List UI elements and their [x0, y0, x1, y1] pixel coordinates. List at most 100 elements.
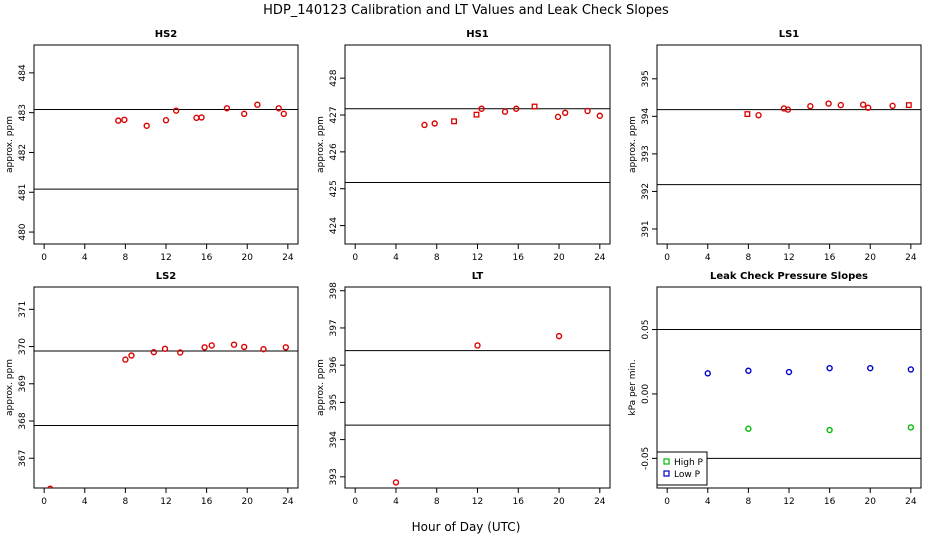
data-point: [240, 110, 248, 118]
y-tick-label: 0.05: [641, 319, 651, 339]
data-point: [555, 332, 563, 340]
x-tick-label: 16: [513, 253, 525, 263]
panel-hs2: HS2 approx. ppm 0 4 8 12 16 20 24 480 481 482 483 484: [5, 29, 299, 263]
data-point: [889, 102, 896, 110]
x-tick-label: 24: [594, 253, 606, 263]
legend: High P Low P: [656, 451, 708, 486]
data-point: [177, 349, 184, 356]
panel-title: LT: [472, 271, 484, 282]
data-point: [280, 110, 287, 118]
y-tick-label: 0.00: [641, 384, 651, 404]
y-axis-label: approx. ppm: [316, 116, 326, 173]
data-point: [745, 425, 752, 432]
y-tick-label: 367: [18, 450, 28, 467]
plot-frame: [33, 286, 299, 489]
x-tick-label: 12: [783, 497, 794, 507]
x-tick-label: 16: [201, 497, 213, 507]
data-point: [198, 114, 205, 121]
data-point: [282, 344, 290, 351]
x-tick-label: 20: [242, 497, 254, 507]
x-tick-label: 20: [865, 253, 877, 263]
data-points: [47, 341, 290, 488]
data-point: [451, 118, 458, 125]
panel-title: HS1: [466, 29, 489, 40]
panel-title: LS2: [156, 271, 177, 282]
y-tick-label: 426: [329, 143, 339, 160]
data-point: [745, 367, 752, 374]
data-point: [744, 111, 751, 118]
data-point: [162, 117, 170, 124]
data-points: [704, 364, 915, 434]
panel-ls1: LS1 approx. ppm 0 4 8 12 16 20 24 391 392 393 394 395: [628, 29, 922, 263]
y-tick-label: 397: [329, 319, 339, 336]
y-tick-label: 391: [641, 220, 651, 237]
y-axis-label: approx. ppm: [5, 359, 15, 416]
x-tick-label: 0: [41, 497, 47, 507]
x-tick-label: 24: [282, 253, 294, 263]
data-point: [837, 101, 844, 109]
data-point: [825, 100, 832, 107]
x-tick-label: 0: [664, 497, 670, 507]
data-point: [755, 112, 762, 119]
legend-marker: [663, 458, 670, 465]
data-point: [230, 341, 238, 348]
x-tick-label: 8: [123, 497, 129, 507]
data-point: [143, 122, 150, 129]
y-tick-label: 393: [329, 468, 339, 485]
data-point: [473, 111, 480, 118]
data-point: [392, 479, 400, 486]
y-tick-label: 481: [18, 184, 28, 201]
x-tick-label: 4: [393, 497, 399, 507]
panel-ls2: LS2 approx. ppm 0 4 8 12 16 20 24 367 368 369 370 371: [5, 271, 299, 507]
plot-frame: [344, 286, 611, 489]
data-point: [240, 343, 248, 351]
data-point: [275, 105, 282, 112]
x-tick-label: 24: [594, 497, 606, 507]
data-points: [115, 101, 287, 129]
y-tick-label: 424: [329, 217, 339, 234]
x-tick-label: 8: [434, 253, 440, 263]
y-tick-label: 371: [18, 301, 28, 318]
x-tick-label: 12: [472, 497, 483, 507]
x-tick-label: 24: [905, 497, 917, 507]
y-tick-label: 395: [641, 70, 651, 87]
legend-label: High P: [674, 458, 704, 468]
data-point: [704, 370, 711, 377]
data-point: [121, 116, 128, 124]
data-point: [172, 107, 180, 114]
data-point: [907, 366, 915, 373]
data-point: [128, 352, 135, 359]
data-point: [905, 102, 912, 109]
x-tick-label: 0: [352, 253, 358, 263]
x-tick-label: 20: [865, 497, 877, 507]
data-point: [907, 424, 915, 431]
data-point: [421, 121, 428, 129]
x-tick-label: 24: [282, 497, 294, 507]
data-point: [115, 117, 122, 124]
panel-title: LS1: [779, 29, 800, 40]
data-point: [784, 106, 792, 113]
x-tick-label: 20: [553, 497, 565, 507]
data-point: [47, 485, 54, 488]
y-tick-label: 394: [641, 107, 651, 124]
panel-title: Leak Check Pressure Slopes: [710, 271, 868, 282]
y-tick-label: 394: [329, 431, 339, 448]
y-tick-label: 398: [329, 282, 339, 299]
data-point: [431, 120, 438, 127]
plot-frame: [344, 44, 611, 245]
x-tick-label: 0: [352, 497, 358, 507]
x-tick-label: 12: [472, 253, 483, 263]
data-point: [201, 344, 208, 351]
data-point: [859, 101, 867, 108]
y-tick-label: -0.05: [641, 447, 651, 470]
data-point: [826, 364, 833, 372]
data-points: [392, 332, 563, 486]
plot-frame: [656, 44, 922, 245]
legend-label: Low P: [674, 470, 701, 480]
x-tick-label: 16: [201, 253, 213, 263]
y-tick-label: 480: [18, 223, 28, 240]
data-points: [421, 103, 604, 129]
x-tick-label: 12: [160, 253, 171, 263]
